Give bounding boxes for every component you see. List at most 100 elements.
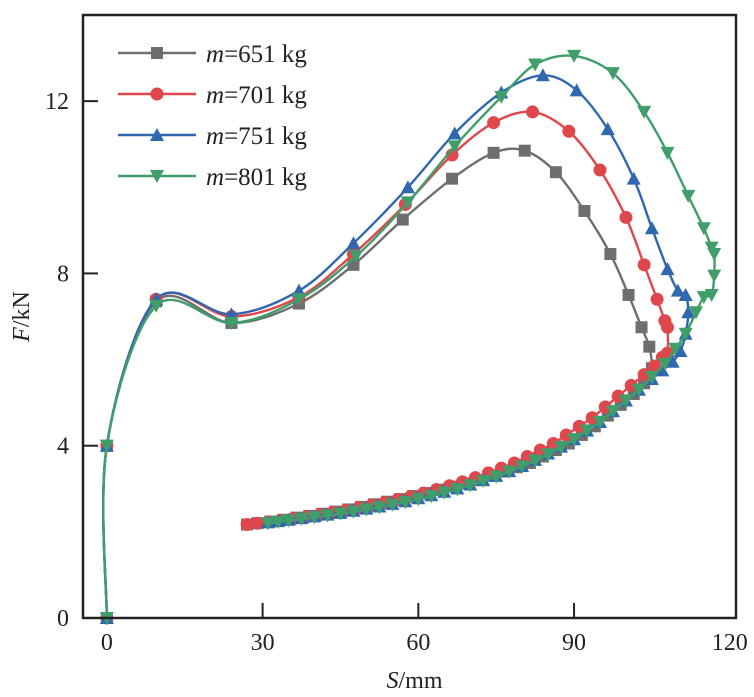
data-point-circle	[520, 449, 534, 463]
data-point-triangle-down	[494, 90, 509, 104]
legend-label-value: =701 kg	[224, 82, 307, 109]
data-point-circle	[624, 378, 638, 392]
data-point-triangle-down	[333, 507, 348, 521]
data-point-circle	[250, 516, 264, 530]
legend-item: m=801 kg	[118, 164, 307, 191]
legend-item: m=651 kg	[118, 41, 307, 68]
data-point-triangle-down	[554, 441, 569, 455]
data-point-triangle-down	[593, 416, 608, 430]
y-axis-title: F/kN	[9, 291, 35, 343]
y-tick-label: 8	[57, 261, 69, 287]
data-point-triangle-down	[631, 383, 646, 397]
x-axis-title-unit: /mm	[398, 668, 442, 694]
x-tick-label: 90	[562, 630, 586, 656]
data-point-triangle-down	[463, 479, 478, 493]
legend-label-var: m	[206, 82, 224, 109]
x-tick-label: 30	[251, 630, 275, 656]
y-axis-title-unit: /kN	[9, 291, 35, 327]
legend-label: m=801 kg	[206, 164, 307, 191]
data-point-triangle-up	[346, 236, 361, 250]
y-axis-title-var: F	[9, 327, 35, 343]
x-tick-label: 60	[406, 630, 430, 656]
data-point-triangle-down	[567, 49, 582, 63]
x-axis-title: S/mm	[386, 668, 442, 694]
data-point-triangle-down	[707, 248, 722, 262]
data-point-triangle-up	[660, 262, 675, 276]
data-point-square	[549, 166, 562, 179]
data-point-triangle-down	[398, 496, 413, 510]
data-point-triangle-up	[569, 83, 584, 97]
y-tick-label: 4	[57, 434, 69, 460]
data-point-triangle-up	[447, 126, 462, 140]
data-point-circle	[611, 389, 625, 403]
data-point-circle	[593, 163, 607, 177]
data-point-circle	[546, 437, 560, 451]
legend: m=651 kg m=701 kgm=751 kg m=801 kg	[118, 41, 307, 191]
data-point-circle	[559, 428, 573, 442]
data-point-triangle-up	[644, 221, 659, 235]
x-tick-label: 120	[712, 630, 748, 656]
data-point-triangle-down	[528, 58, 543, 72]
data-point-triangle-down	[515, 460, 530, 474]
data-point-triangle-down	[502, 465, 517, 479]
data-point-square	[643, 340, 656, 353]
data-point-triangle-up	[665, 354, 680, 368]
data-point-circle	[637, 258, 651, 272]
data-point-triangle-down	[359, 503, 374, 517]
data-point-triangle-down	[541, 448, 556, 462]
data-point-triangle-down	[411, 493, 426, 507]
legend-marker-circle	[150, 87, 164, 101]
legend-label-value: =651 kg	[224, 41, 307, 68]
data-point-circle	[562, 124, 576, 138]
legend-marker-triangle-down	[150, 170, 164, 183]
data-point-triangle-down	[689, 306, 704, 320]
data-point-triangle-down	[320, 509, 335, 523]
data-point-triangle-down	[637, 105, 652, 119]
data-point-circle	[526, 105, 540, 119]
legend-marker-triangle-up	[150, 128, 164, 141]
series-line	[102, 54, 716, 619]
data-point-triangle-up	[681, 305, 696, 319]
data-point-triangle-down	[668, 342, 683, 356]
data-point-triangle-down	[450, 483, 465, 497]
data-point-triangle-down	[291, 293, 306, 307]
data-point-triangle-down	[580, 424, 595, 438]
data-point-triangle-up	[678, 287, 693, 301]
data-point-triangle-down	[681, 189, 696, 203]
data-point-triangle-down	[424, 490, 439, 504]
data-point-triangle-down	[660, 146, 675, 160]
data-point-triangle-down	[476, 475, 491, 489]
data-point-circle	[572, 419, 586, 433]
data-point-triangle-down	[400, 196, 415, 210]
data-point-triangle-down	[346, 505, 361, 519]
data-point-square	[635, 321, 648, 334]
data-point-triangle-down	[447, 140, 462, 154]
data-point-triangle-up	[655, 363, 670, 377]
legend-label: m=651 kg	[206, 41, 307, 68]
data-point-square	[622, 288, 635, 301]
data-point-triangle-down	[696, 291, 711, 305]
data-point-circle	[650, 292, 664, 306]
series-line	[102, 74, 690, 619]
data-point-triangle-down	[605, 405, 620, 419]
data-point-triangle-down	[224, 316, 239, 330]
ticks-layer: 0 30 60 90 120 0 4 8 12	[45, 89, 748, 656]
series-801-kg	[99, 49, 722, 625]
series-line	[102, 110, 670, 619]
data-point-triangle-down	[618, 394, 633, 408]
legend-label: m=701 kg	[206, 82, 307, 109]
data-point-triangle-down	[437, 486, 452, 500]
data-point-triangle-down	[385, 498, 400, 512]
series-751-kg	[99, 68, 696, 624]
data-point-square	[578, 204, 591, 217]
data-point-triangle-down	[149, 299, 164, 313]
data-point-triangle-down	[349, 250, 364, 264]
legend-marker-square	[151, 47, 163, 59]
data-point-triangle-down	[372, 501, 387, 515]
data-point-circle	[598, 400, 612, 414]
data-point-square	[604, 248, 617, 261]
legend-label-value: =751 kg	[224, 123, 307, 150]
data-point-circle	[240, 518, 254, 532]
data-point-triangle-up	[673, 343, 688, 357]
